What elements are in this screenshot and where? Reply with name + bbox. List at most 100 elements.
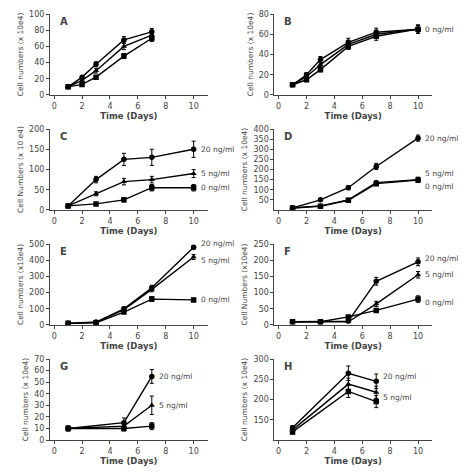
svg-text:8: 8 — [163, 332, 168, 341]
svg-text:6: 6 — [360, 102, 365, 111]
svg-text:4: 4 — [107, 217, 112, 226]
svg-text:4: 4 — [107, 102, 112, 111]
svg-text:Cell numbers (x 10e4): Cell numbers (x 10e4) — [16, 13, 25, 97]
svg-text:150: 150 — [254, 272, 269, 281]
svg-text:10: 10 — [413, 332, 423, 341]
svg-text:Cell numbers (x 10e4): Cell numbers (x 10e4) — [240, 128, 249, 212]
svg-text:0: 0 — [276, 102, 281, 111]
svg-text:60: 60 — [34, 366, 44, 375]
svg-text:300: 300 — [254, 145, 269, 154]
svg-text:250: 250 — [254, 155, 269, 164]
svg-text:10: 10 — [413, 217, 423, 226]
svg-text:4: 4 — [107, 332, 112, 341]
svg-text:0: 0 — [52, 217, 57, 226]
svg-text:0: 0 — [276, 217, 281, 226]
svg-text:250: 250 — [254, 240, 269, 249]
svg-text:20: 20 — [259, 71, 269, 80]
svg-text:Time (Days): Time (Days) — [100, 111, 157, 121]
svg-text:0 ng/ml: 0 ng/ml — [425, 182, 454, 191]
svg-text:0 ng/ml: 0 ng/ml — [425, 25, 454, 34]
svg-text:6: 6 — [135, 447, 140, 456]
svg-text:8: 8 — [388, 332, 393, 341]
svg-text:400: 400 — [254, 125, 269, 134]
svg-text:10: 10 — [189, 447, 199, 456]
svg-text:8: 8 — [163, 217, 168, 226]
svg-text:50: 50 — [34, 186, 44, 195]
svg-text:500: 500 — [29, 240, 44, 249]
svg-text:H: H — [284, 361, 292, 372]
svg-text:300: 300 — [29, 272, 44, 281]
svg-text:40: 40 — [34, 390, 44, 399]
svg-text:0 ng/ml: 0 ng/ml — [201, 183, 230, 192]
svg-text:10: 10 — [413, 102, 423, 111]
svg-text:200: 200 — [29, 288, 44, 297]
svg-text:20: 20 — [34, 413, 44, 422]
svg-text:150: 150 — [254, 175, 269, 184]
svg-text:20 ng/ml: 20 ng/ml — [201, 145, 234, 154]
svg-text:250: 250 — [254, 375, 269, 384]
svg-text:150: 150 — [29, 145, 44, 154]
svg-text:8: 8 — [163, 102, 168, 111]
svg-text:Cell numbers (x 10e4): Cell numbers (x 10e4) — [246, 13, 255, 97]
svg-text:40: 40 — [259, 50, 269, 59]
svg-text:C: C — [60, 131, 67, 142]
svg-text:10: 10 — [189, 332, 199, 341]
svg-text:20 ng/ml: 20 ng/ml — [159, 372, 192, 381]
svg-text:0: 0 — [52, 332, 57, 341]
svg-text:0: 0 — [39, 206, 44, 215]
svg-text:200: 200 — [254, 256, 269, 265]
svg-text:60: 60 — [259, 30, 269, 39]
svg-text:0: 0 — [276, 332, 281, 341]
svg-text:50: 50 — [259, 305, 269, 314]
svg-text:80: 80 — [34, 26, 44, 35]
svg-text:Time (Days): Time (Days) — [325, 226, 382, 236]
svg-text:2: 2 — [304, 217, 309, 226]
svg-text:2: 2 — [80, 447, 85, 456]
svg-text:0 ng/ml: 0 ng/ml — [425, 298, 454, 307]
svg-text:Time (Days): Time (Days) — [325, 111, 382, 121]
svg-text:8: 8 — [388, 447, 393, 456]
svg-text:20: 20 — [34, 75, 44, 84]
svg-text:Cell numbers (x 10e4): Cell numbers (x 10e4) — [21, 358, 30, 442]
svg-text:Cell Numbers (x10e4): Cell Numbers (x10e4) — [240, 243, 249, 325]
svg-text:20 ng/ml: 20 ng/ml — [201, 239, 234, 248]
svg-text:Time (Days): Time (Days) — [325, 456, 382, 466]
svg-text:Time (Days): Time (Days) — [100, 456, 157, 466]
svg-text:5 ng/ml: 5 ng/ml — [201, 256, 230, 265]
svg-text:4: 4 — [332, 332, 337, 341]
svg-text:100: 100 — [29, 10, 44, 19]
svg-text:300: 300 — [254, 355, 269, 364]
svg-text:200: 200 — [254, 395, 269, 404]
svg-text:0: 0 — [276, 447, 281, 456]
svg-text:50: 50 — [34, 378, 44, 387]
svg-text:A: A — [60, 16, 68, 27]
svg-text:100: 100 — [254, 186, 269, 195]
svg-text:10: 10 — [413, 447, 423, 456]
svg-text:20 ng/ml: 20 ng/ml — [383, 372, 416, 381]
svg-text:4: 4 — [107, 447, 112, 456]
svg-text:0: 0 — [39, 321, 44, 330]
svg-text:2: 2 — [304, 447, 309, 456]
svg-text:6: 6 — [135, 217, 140, 226]
svg-text:6: 6 — [135, 102, 140, 111]
svg-text:4: 4 — [332, 447, 337, 456]
svg-text:5 ng/ml: 5 ng/ml — [201, 169, 230, 178]
svg-text:10: 10 — [189, 102, 199, 111]
svg-text:50: 50 — [259, 196, 269, 205]
svg-text:10: 10 — [34, 424, 44, 433]
svg-text:10: 10 — [189, 217, 199, 226]
svg-text:Cell numbers (x10e4): Cell numbers (x10e4) — [16, 244, 25, 325]
svg-text:400: 400 — [29, 256, 44, 265]
svg-text:6: 6 — [360, 447, 365, 456]
svg-text:40: 40 — [34, 58, 44, 67]
svg-text:100: 100 — [254, 288, 269, 297]
svg-text:2: 2 — [80, 102, 85, 111]
svg-text:8: 8 — [388, 102, 393, 111]
svg-text:G: G — [60, 361, 68, 372]
svg-text:350: 350 — [254, 135, 269, 144]
svg-text:5 ng/ml: 5 ng/ml — [425, 169, 454, 178]
svg-text:2: 2 — [80, 332, 85, 341]
svg-text:8: 8 — [388, 217, 393, 226]
svg-text:2: 2 — [304, 102, 309, 111]
svg-text:30: 30 — [34, 401, 44, 410]
